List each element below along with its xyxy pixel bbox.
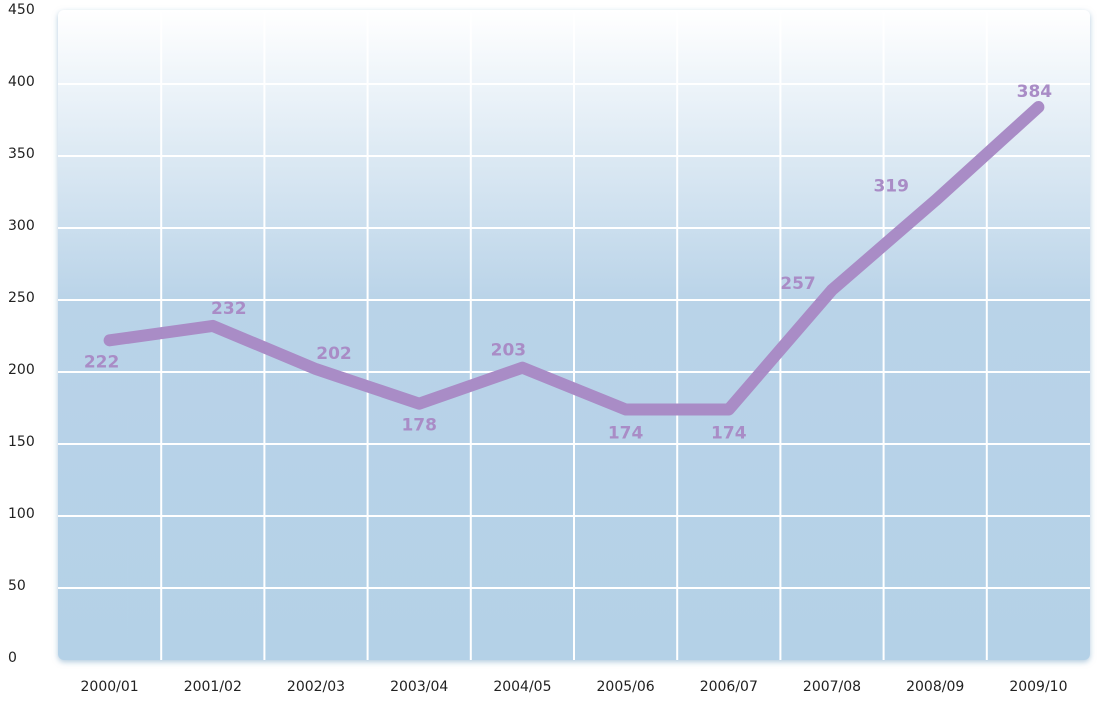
y-tick-label: 0 <box>8 650 17 666</box>
x-tick-label: 2008/09 <box>906 679 964 695</box>
y-tick-label: 150 <box>8 434 35 450</box>
x-tick-label: 2000/01 <box>81 679 139 695</box>
data-label: 178 <box>401 416 437 436</box>
y-tick-label: 200 <box>8 362 35 378</box>
data-label: 202 <box>316 344 352 364</box>
x-tick-label: 2009/10 <box>1009 679 1067 695</box>
y-tick-label: 100 <box>8 506 35 522</box>
y-tick-label: 450 <box>8 2 35 18</box>
x-tick-label: 2005/06 <box>597 679 655 695</box>
data-label: 319 <box>873 177 909 197</box>
x-tick-label: 2002/03 <box>287 679 345 695</box>
y-tick-label: 350 <box>8 146 35 162</box>
x-tick-label: 2006/07 <box>700 679 758 695</box>
data-label: 174 <box>608 423 644 443</box>
data-label: 174 <box>711 423 747 443</box>
line <box>103 101 1045 416</box>
x-tick-label: 2007/08 <box>803 679 861 695</box>
data-label: 384 <box>1017 82 1053 102</box>
data-label: 222 <box>84 352 120 372</box>
data-label: 257 <box>780 274 816 294</box>
y-tick-label: 300 <box>8 218 35 234</box>
y-tick-label: 50 <box>8 578 26 594</box>
y-tick-label: 250 <box>8 290 35 306</box>
y-tick-label: 400 <box>8 74 35 90</box>
x-tick-label: 2001/02 <box>184 679 242 695</box>
x-tick-label: 2004/05 <box>493 679 551 695</box>
x-tick-label: 2003/04 <box>390 679 448 695</box>
data-label: 203 <box>491 341 527 361</box>
data-label: 232 <box>211 299 247 319</box>
